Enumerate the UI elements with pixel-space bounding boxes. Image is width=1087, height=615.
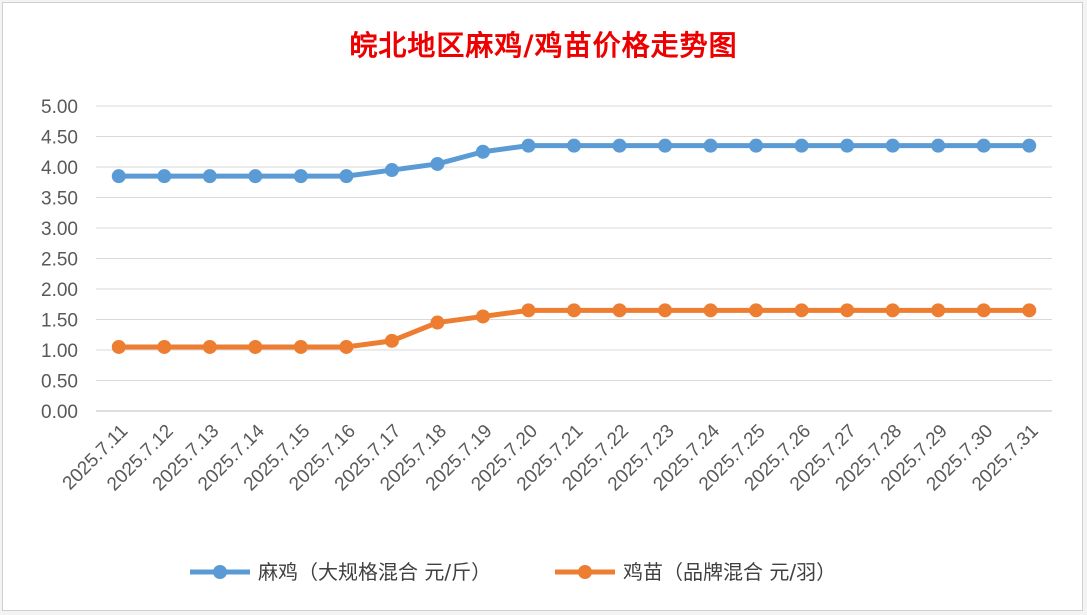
legend-label: 鸡苗（品牌混合 元/羽） — [623, 560, 836, 584]
y-tick-label: 1.50 — [41, 311, 78, 332]
data-point-jimiao — [567, 303, 581, 318]
data-point-jimiao — [1022, 303, 1037, 318]
data-point-maji — [157, 169, 172, 184]
legend-label: 麻鸡（大规格混合 元/斤） — [258, 560, 491, 584]
y-tick-label: 2.00 — [41, 280, 78, 301]
data-point-maji — [248, 169, 263, 184]
data-point-jimiao — [749, 303, 764, 318]
data-point-jimiao — [658, 303, 673, 318]
data-point-jimiao — [931, 303, 946, 318]
data-point-maji — [202, 169, 217, 184]
y-tick-label: 0.00 — [41, 402, 78, 423]
data-point-jimiao — [202, 339, 217, 354]
data-point-maji — [384, 163, 399, 178]
y-tick-label: 4.50 — [41, 128, 78, 149]
data-point-jimiao — [840, 303, 855, 318]
data-point-maji — [885, 138, 900, 153]
data-point-maji — [339, 169, 354, 184]
data-point-maji — [475, 144, 490, 159]
y-tick-label: 5.00 — [41, 97, 78, 118]
y-tick-label: 1.00 — [41, 341, 78, 362]
y-tick-label: 3.50 — [41, 189, 78, 210]
legend-marker — [578, 565, 592, 579]
data-point-jimiao — [794, 303, 809, 318]
data-point-maji — [1022, 138, 1037, 153]
data-point-maji — [293, 169, 308, 184]
data-point-maji — [567, 138, 581, 153]
data-point-jimiao — [384, 333, 399, 348]
legend-marker — [213, 565, 227, 579]
data-point-maji — [840, 138, 855, 153]
data-point-maji — [430, 156, 445, 171]
data-point-maji — [703, 138, 718, 153]
data-point-jimiao — [976, 303, 991, 318]
y-tick-label: 3.00 — [41, 219, 78, 240]
data-point-jimiao — [430, 315, 445, 330]
data-point-maji — [658, 138, 673, 153]
data-point-jimiao — [111, 339, 126, 354]
y-tick-label: 2.50 — [41, 250, 78, 271]
data-point-jimiao — [157, 339, 172, 354]
chart-title: 皖北地区麻鸡/鸡苗价格走势图 — [349, 29, 738, 62]
y-tick-label: 4.00 — [41, 158, 78, 179]
data-point-maji — [976, 138, 991, 153]
data-point-jimiao — [612, 303, 627, 318]
data-point-maji — [931, 138, 946, 153]
data-point-maji — [749, 138, 764, 153]
data-point-jimiao — [293, 339, 308, 354]
data-point-jimiao — [521, 303, 536, 318]
data-point-jimiao — [248, 339, 263, 354]
data-point-maji — [794, 138, 809, 153]
data-point-jimiao — [885, 303, 900, 318]
y-tick-label: 0.50 — [41, 372, 78, 393]
data-point-jimiao — [339, 339, 354, 354]
data-point-jimiao — [703, 303, 718, 318]
data-point-maji — [111, 169, 126, 184]
data-point-maji — [612, 138, 627, 153]
data-point-maji — [521, 138, 536, 153]
data-point-jimiao — [475, 309, 490, 324]
